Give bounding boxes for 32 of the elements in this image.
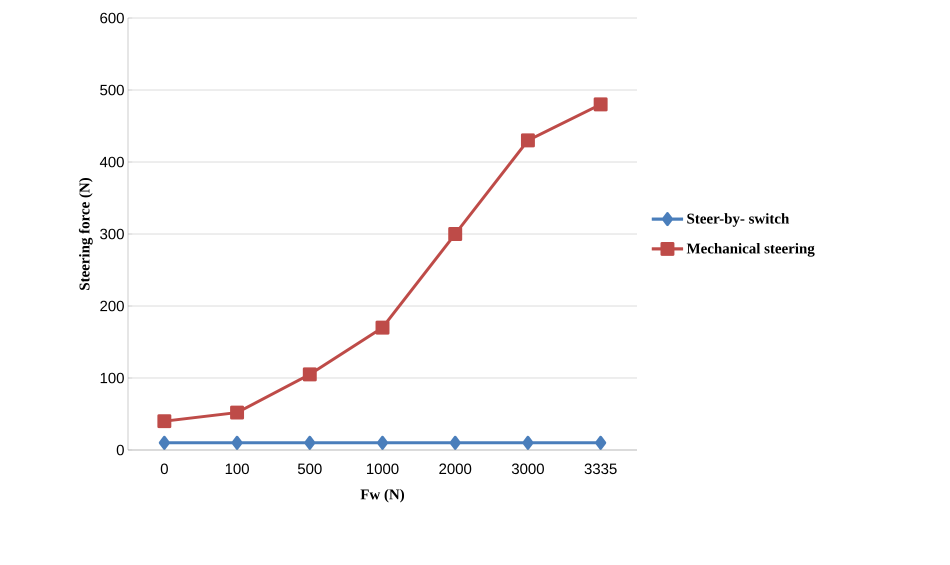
y-tick-label: 400 [100,156,124,168]
point [376,436,388,450]
x-tick-label: 3335 [584,464,617,474]
point [520,133,535,148]
x-tick-label: 0 [160,464,168,474]
y-tick-label: 200 [100,300,124,312]
y-tick-label: 100 [100,372,124,384]
legend-label: Mechanical steering [686,243,815,257]
y-tick-label: 500 [100,84,124,96]
x-axis-title: Fw (N) [360,488,404,502]
y-axis-title: Steering force (N) [78,178,93,290]
point [448,227,462,241]
y-tick-label: 300 [100,228,124,240]
point [594,97,608,112]
point [376,320,390,335]
point [304,436,316,450]
point [522,436,534,450]
point [450,436,461,450]
point [230,406,244,420]
point [231,436,243,450]
legend-label: Steer-by- switch [687,213,790,227]
point [157,414,172,428]
point [302,367,317,382]
y-tick-label: 600 [100,12,124,24]
x-tick-label: 2000 [439,464,472,474]
x-tick-label: 1000 [367,464,399,474]
x-tick-label: 500 [298,464,322,474]
x-tick-label: 3000 [512,464,544,474]
point [158,436,170,450]
y-tick-label: 0 [116,444,124,456]
point [595,436,606,450]
x-tick-label: 100 [226,464,249,474]
